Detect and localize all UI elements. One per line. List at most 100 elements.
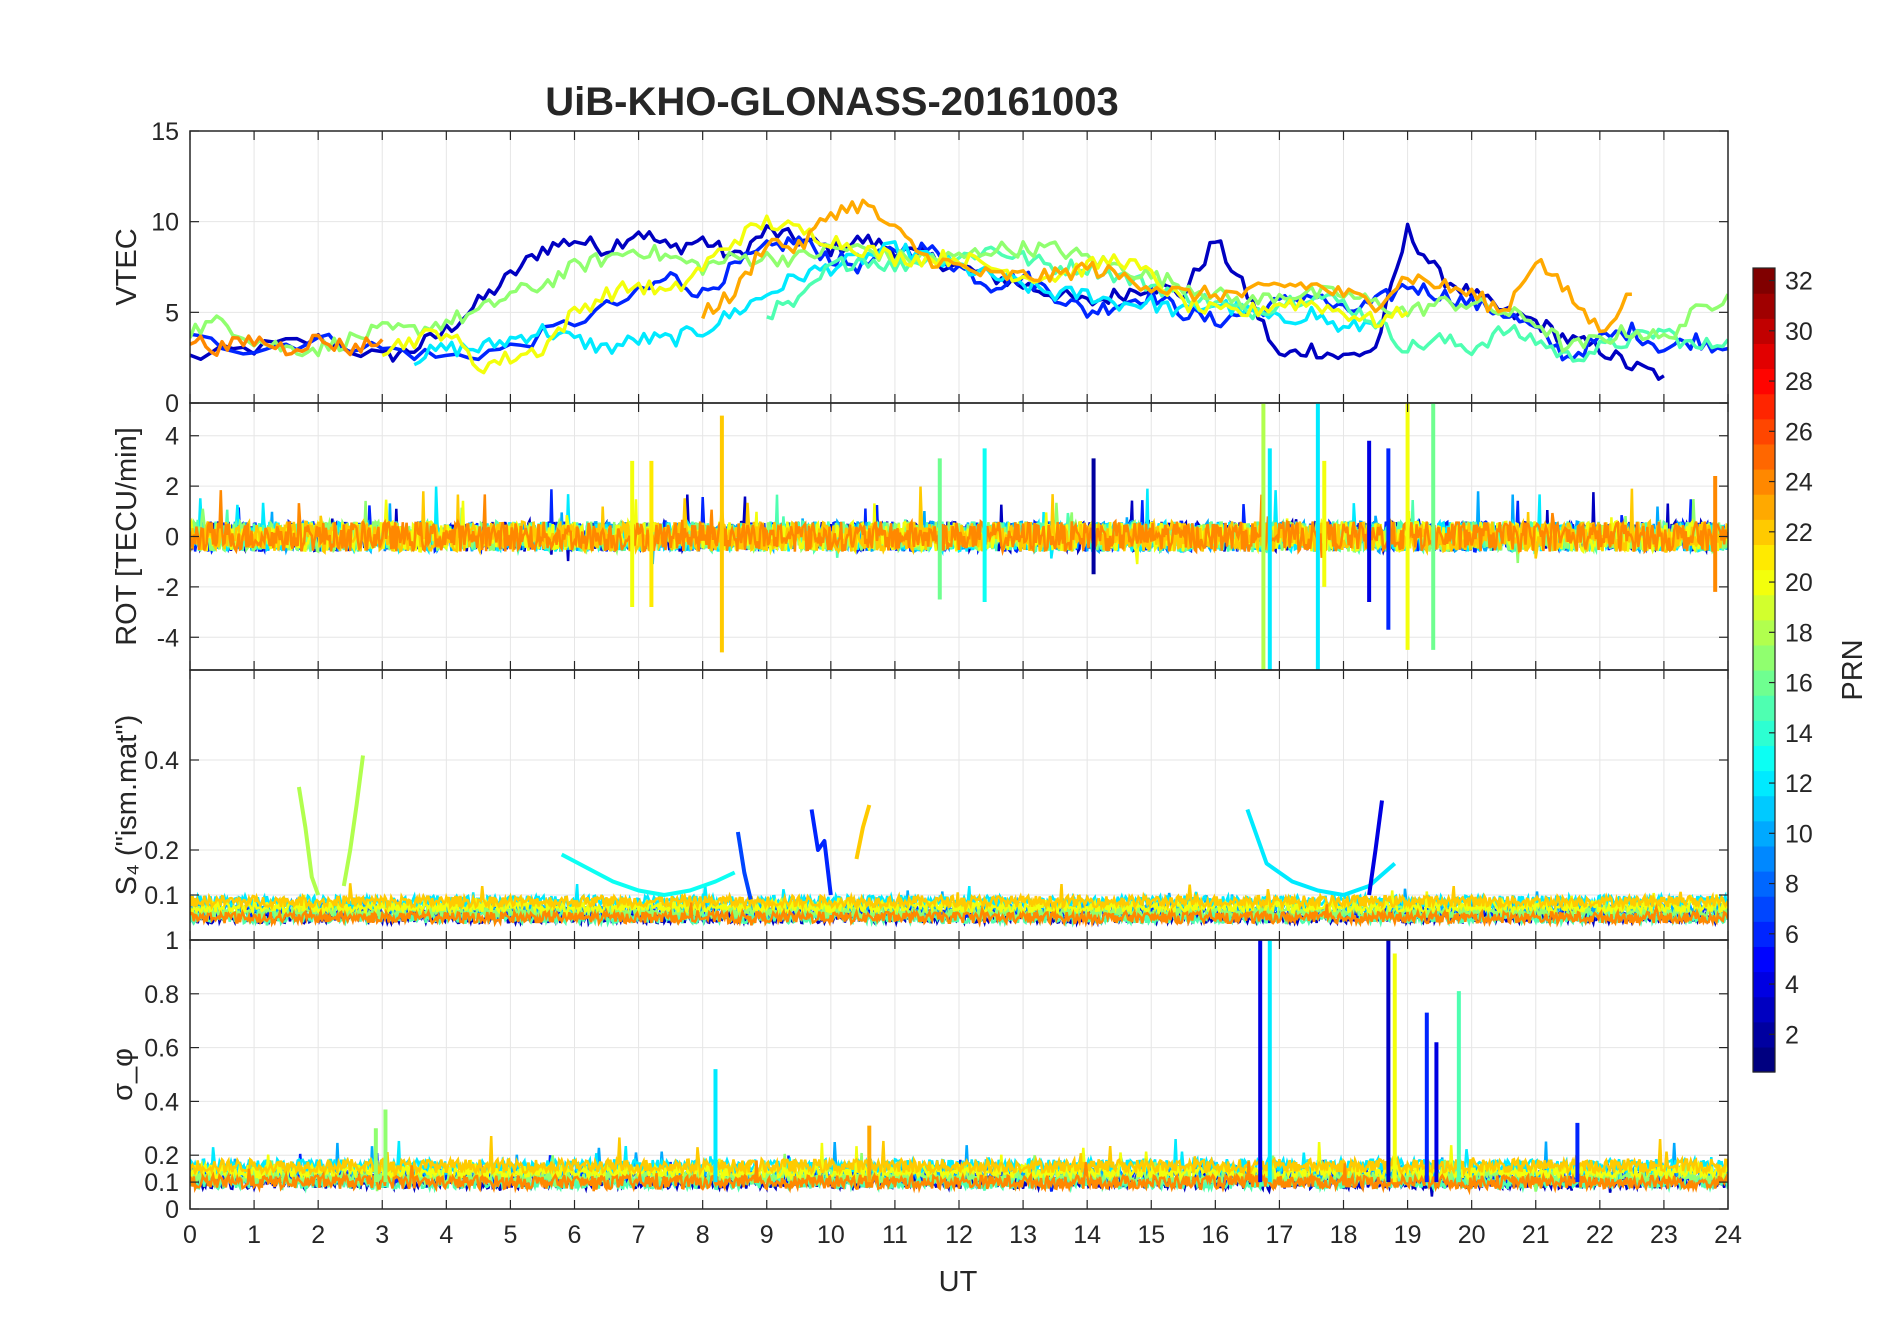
colorbar-tick-label: 8 [1785,871,1799,899]
colorbar-band [1753,946,1775,973]
colorbar-tick-label: 18 [1785,619,1813,647]
x-tick-label: 20 [1458,1221,1486,1249]
x-tick-label: 22 [1586,1221,1614,1249]
colorbar-band [1753,644,1775,671]
colorbar-band [1753,469,1775,495]
series-prn-20 [381,214,1409,375]
x-tick-label: 5 [503,1221,517,1249]
colorbar-band [1753,695,1775,721]
x-tick-labels: 0 1 2 3 4 5 6 7 8 9 10 11 12 13 14 15 16 17 18 19 20 21 22 23 24 [183,1221,1742,1249]
rot-series-prn-24 [190,490,1728,558]
plot-area-s4 [190,755,1728,928]
panel-s4: 0.1 0.2 0.4S₄ ("ism.mat") [111,669,1729,941]
y-tick-label: 0.4 [144,1088,179,1116]
colorbar-band [1753,871,1775,897]
colorbar-band [1753,921,1775,947]
sigma-baseline-prn-22 [190,1136,1728,1180]
colorbar-band [1753,619,1775,646]
colorbar-label: PRN [1837,639,1869,700]
colorbar-band [1753,770,1775,797]
plot-area-rot [190,403,1728,670]
s4-series-prn-4 [1367,800,1384,896]
plot-area-vtec [190,198,1728,381]
x-tick-label: 3 [375,1221,389,1249]
y-tick-label: 10 [151,209,179,237]
panel-sigma-phi: 00.10.2 0.4 0.6 0.8 1 σ_φ [107,927,1729,1224]
y-axis-label-vtec: VTEC [111,228,143,305]
x-tick-label: 7 [632,1221,646,1249]
x-tick-label: 6 [568,1221,582,1249]
colorbar-band [1753,594,1775,621]
x-axis-label: UT [939,1266,978,1298]
colorbar-tick-label: 12 [1785,770,1813,798]
y-tick-label: -4 [157,624,179,652]
colorbar-band [1753,519,1775,545]
panel-vtec: 0 5 10 15 VTEC [111,118,1729,418]
panel-rot: -4 -2 0 2 4 ROT [TECU/min] [111,402,1729,671]
colorbar-tick-label: 24 [1785,469,1813,497]
colorbar-band [1753,1046,1775,1073]
y-tick-label: 0 [165,524,179,552]
colorbar-band [1753,494,1775,520]
colorbar-tick-label: 26 [1785,418,1813,446]
colorbar-band [1753,820,1775,847]
colorbar-band [1753,268,1775,294]
colorbar-band [1753,1021,1775,1048]
s4-series-prn-18 [341,755,365,887]
x-tick-label: 4 [439,1221,453,1249]
colorbar-tick-label: 30 [1785,318,1813,346]
x-tick-label: 0 [183,1221,197,1249]
x-tick-label: 24 [1714,1221,1742,1249]
x-tick-label: 14 [1073,1221,1101,1249]
y-tick-label: 0.2 [144,1142,179,1170]
y-tick-label: 0.6 [144,1035,179,1063]
colorbar-band [1753,845,1775,872]
x-tick-label: 13 [1009,1221,1037,1249]
colorbar-tick-label: 2 [1785,1021,1799,1049]
sigma-baseline-prn-24 [190,1160,1728,1196]
s4-baseline-prn-22 [190,883,1728,915]
x-tick-label: 23 [1650,1221,1678,1249]
colorbar-tick-label: 14 [1785,720,1813,748]
x-tick-label: 18 [1330,1221,1358,1249]
colorbar-band [1753,443,1775,470]
colorbar-frame [1752,267,1776,1073]
colorbar-band [1753,393,1775,420]
colorbar-band [1753,418,1775,445]
x-tick-label: 1 [247,1221,261,1249]
s4-baseline-prn-24 [190,902,1728,928]
series-prn-24 [190,333,384,357]
colorbar-band [1753,318,1775,344]
y-tick-label: 0.2 [144,837,179,865]
s4-series-prn-13 [560,852,736,897]
chart-title: UiB-KHO-GLONASS-20161003 [545,80,1119,124]
colorbar-band [1753,293,1775,319]
y-tick-label: -2 [157,574,179,602]
y-tick-label: 4 [165,423,179,451]
colorbar-tick-label: 10 [1785,820,1813,848]
s4-series-prn-7 [735,831,753,900]
colorbar-band [1753,971,1775,998]
colorbar-band [1753,720,1775,746]
series-prn-23 [701,198,1632,334]
colorbar-band [1753,343,1775,370]
x-tick-label: 2 [311,1221,325,1249]
y-tick-label: 0 [165,390,179,418]
y-tick-label: 0.8 [144,981,179,1009]
colorbar-band [1753,670,1775,696]
colorbar-band [1753,368,1775,395]
colorbar-band [1753,896,1775,922]
series-prn-17 [190,240,1728,358]
y-tick-label: 1 [165,927,179,955]
s4-series-prn-22 [854,804,872,860]
colorbar-tick-label: 6 [1785,921,1799,949]
x-tick-label: 17 [1266,1221,1294,1249]
x-tick-label: 11 [882,1221,908,1249]
colorbar-band [1753,544,1775,571]
plot-area-sigma-phi [190,940,1728,1197]
colorbar-tick-label: 32 [1785,268,1813,296]
y-tick-label: 0.4 [144,747,179,775]
